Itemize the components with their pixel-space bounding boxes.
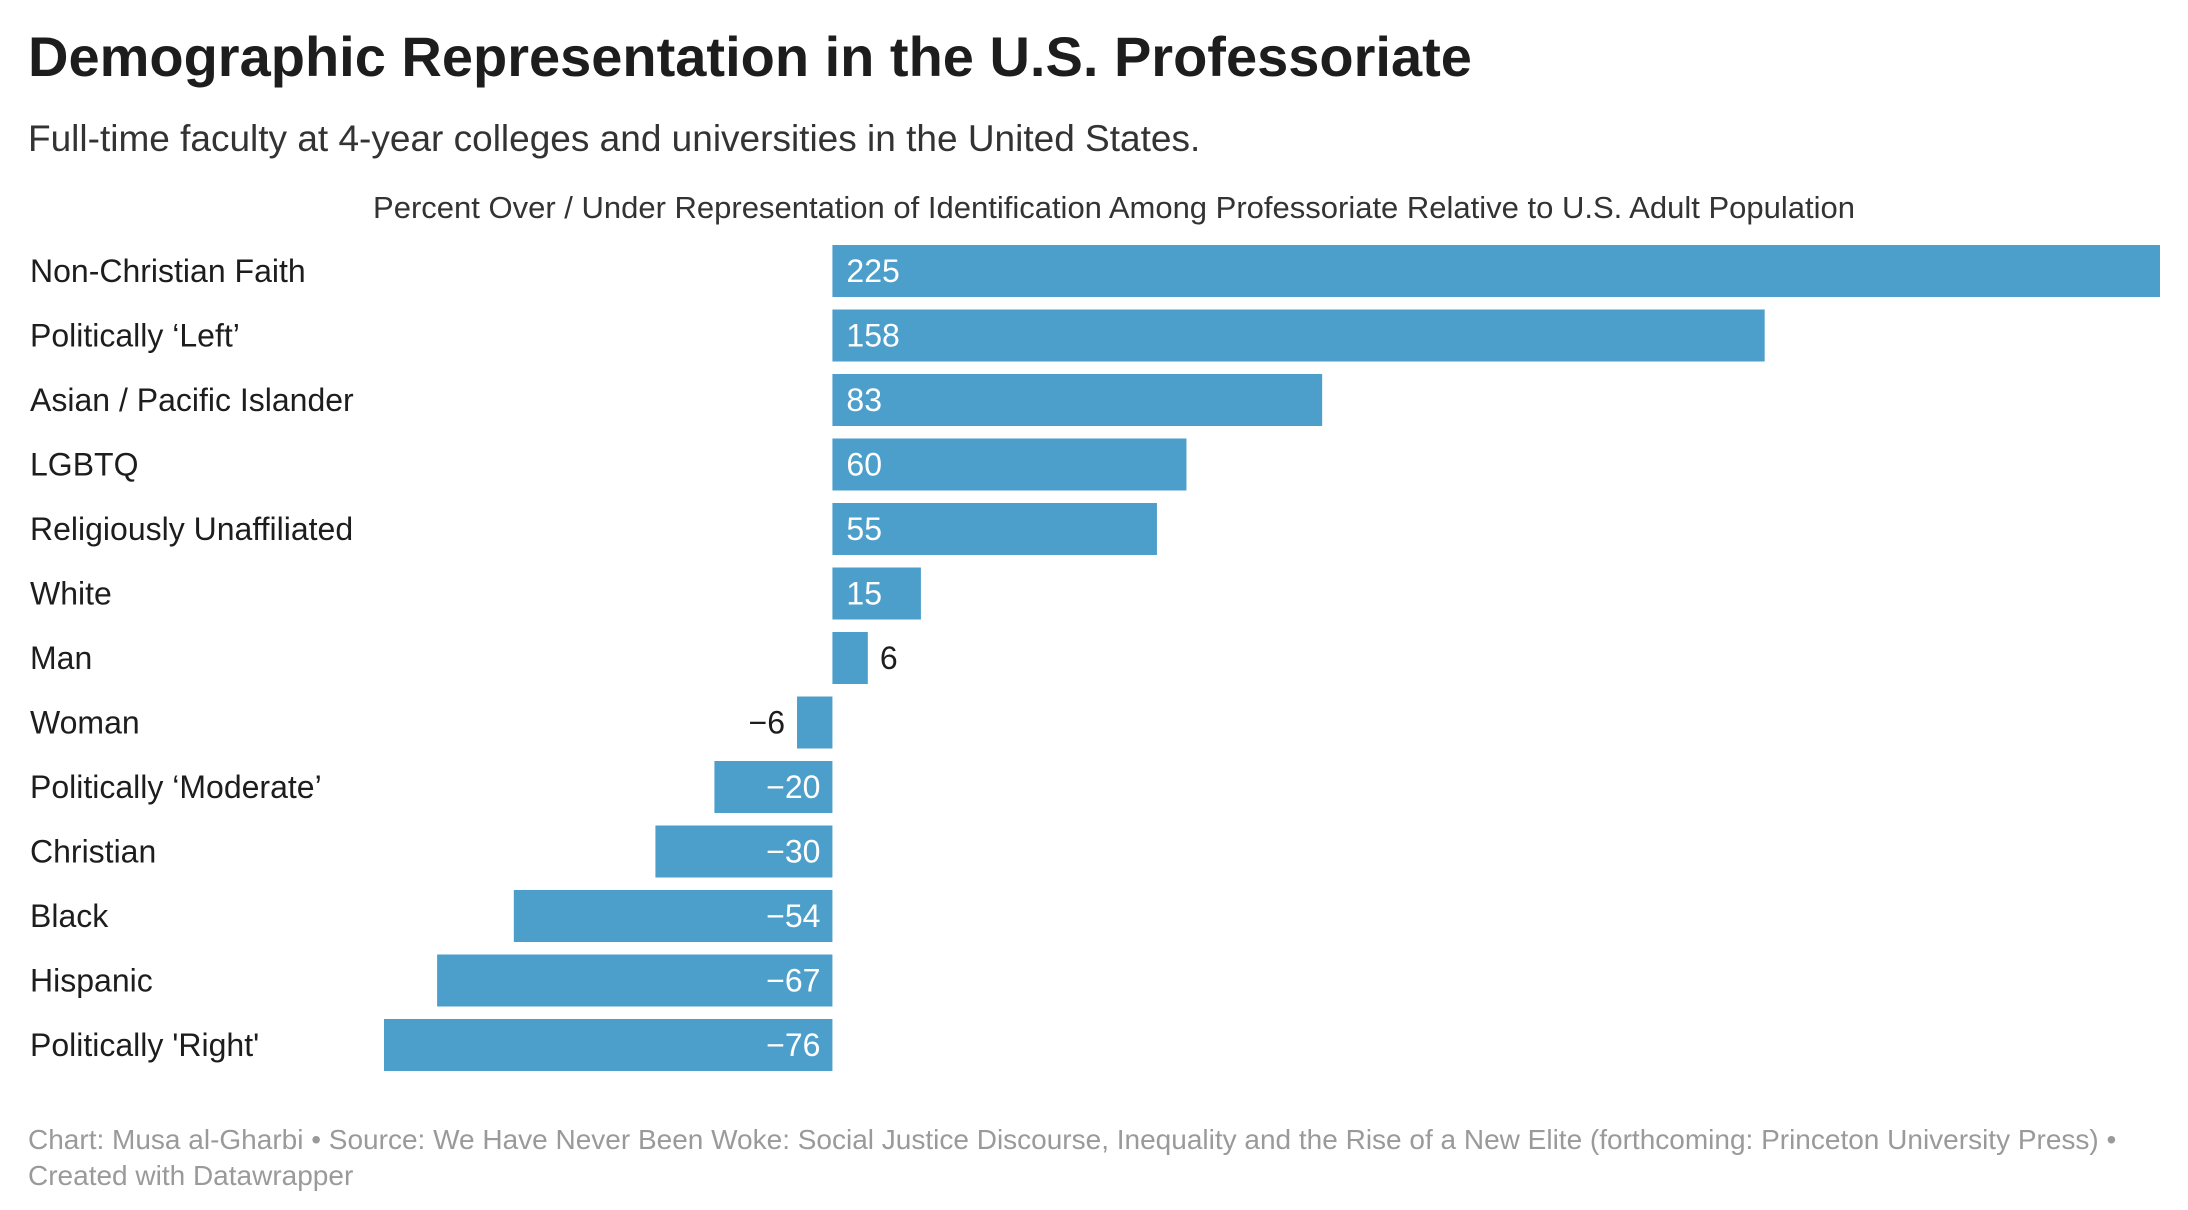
chart-title: Demographic Representation in the U.S. P… xyxy=(28,25,1472,88)
value-label: 60 xyxy=(846,447,882,483)
category-label: LGBTQ xyxy=(30,447,138,483)
bar xyxy=(832,632,868,684)
category-label: White xyxy=(30,576,112,612)
value-label: −30 xyxy=(766,834,820,870)
bar xyxy=(384,1019,833,1071)
bar xyxy=(832,567,921,620)
value-label: 6 xyxy=(880,640,898,676)
value-label: −6 xyxy=(749,705,785,741)
category-label: Politically 'Right' xyxy=(30,1027,259,1063)
category-label: Christian xyxy=(30,834,156,870)
category-label: Woman xyxy=(30,705,140,741)
value-label: 15 xyxy=(846,576,882,612)
bar xyxy=(655,825,833,878)
bar xyxy=(832,245,2160,297)
value-label: 55 xyxy=(846,511,882,547)
value-label: −76 xyxy=(766,1027,820,1063)
x-axis-title: Percent Over / Under Representation of I… xyxy=(373,190,1855,225)
value-label: −20 xyxy=(766,769,820,805)
category-label: Black xyxy=(30,898,109,934)
category-label: Politically ‘Left’ xyxy=(30,318,240,354)
bar xyxy=(513,890,833,942)
bar xyxy=(832,374,1323,426)
bar xyxy=(437,954,833,1007)
value-label: −54 xyxy=(766,898,820,934)
value-label: 83 xyxy=(846,382,882,418)
value-label: −67 xyxy=(766,963,820,999)
bar xyxy=(797,696,833,749)
bar xyxy=(832,503,1157,555)
value-label: 225 xyxy=(846,253,899,289)
category-label: Religiously Unaffiliated xyxy=(30,511,353,547)
bar xyxy=(832,438,1187,491)
category-label: Asian / Pacific Islander xyxy=(30,382,354,418)
chart-subtitle: Full-time faculty at 4-year colleges and… xyxy=(28,118,1201,159)
category-label: Politically ‘Moderate’ xyxy=(30,769,322,805)
category-label: Non-Christian Faith xyxy=(30,253,306,289)
bar xyxy=(714,761,833,813)
chart-footer: Chart: Musa al-Gharbi • Source: We Have … xyxy=(28,1124,2117,1191)
category-label: Hispanic xyxy=(30,963,153,999)
category-label: Man xyxy=(30,640,92,676)
value-label: 158 xyxy=(846,318,899,354)
bar xyxy=(832,309,1765,362)
